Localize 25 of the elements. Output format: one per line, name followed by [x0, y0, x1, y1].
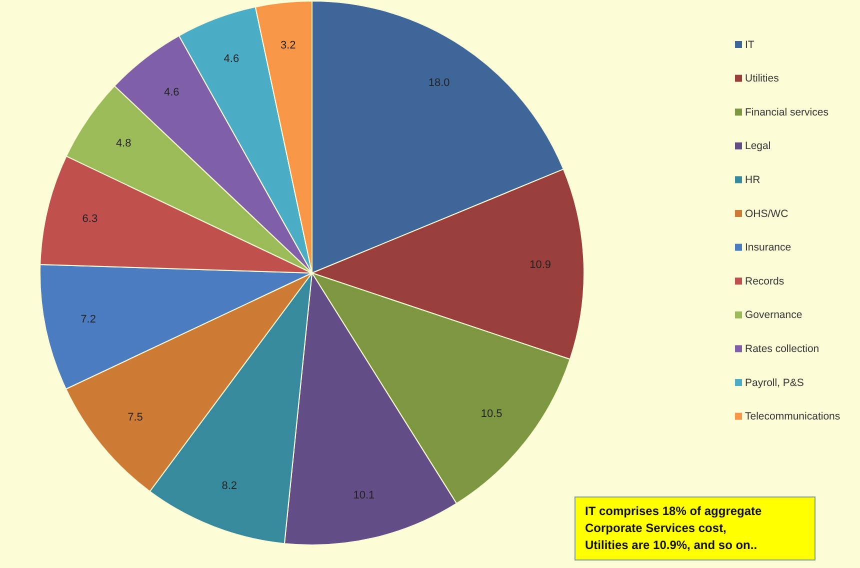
legend-label: OHS/WC — [745, 208, 789, 220]
text: IT comprises 18% of aggregate Corporate Services cost, Utilities are 10.9%, and so on.. — [585, 504, 762, 552]
legend-label: Utilities — [745, 72, 779, 85]
legend-label: Rates collection — [745, 342, 820, 355]
data-label: 10.9 — [530, 259, 552, 272]
legend-label: HR — [745, 174, 761, 186]
legend-label: Telecommunications — [745, 410, 840, 423]
legend-label: Legal — [745, 140, 771, 152]
legend-label: Payroll, P&S — [745, 376, 804, 389]
legend-label: Records — [745, 275, 784, 288]
legend-label: IT — [745, 38, 755, 51]
data-label: 7.5 — [128, 412, 143, 424]
data-label: 8.2 — [222, 480, 237, 492]
legend-label: Financial services — [745, 106, 828, 118]
data-label: 7.2 — [80, 313, 96, 326]
data-label: 18.0 — [428, 77, 450, 90]
data-label: 4.8 — [116, 138, 132, 150]
data-label: 10.5 — [480, 408, 502, 420]
legend-label: Insurance — [745, 242, 792, 254]
data-label: 4.6 — [164, 86, 180, 99]
data-label: 4.6 — [224, 53, 240, 66]
legend-label: Governance — [745, 309, 802, 322]
data-label: 10.1 — [353, 489, 375, 502]
data-label: 6.3 — [82, 213, 98, 226]
data-label: 3.2 — [280, 40, 296, 52]
